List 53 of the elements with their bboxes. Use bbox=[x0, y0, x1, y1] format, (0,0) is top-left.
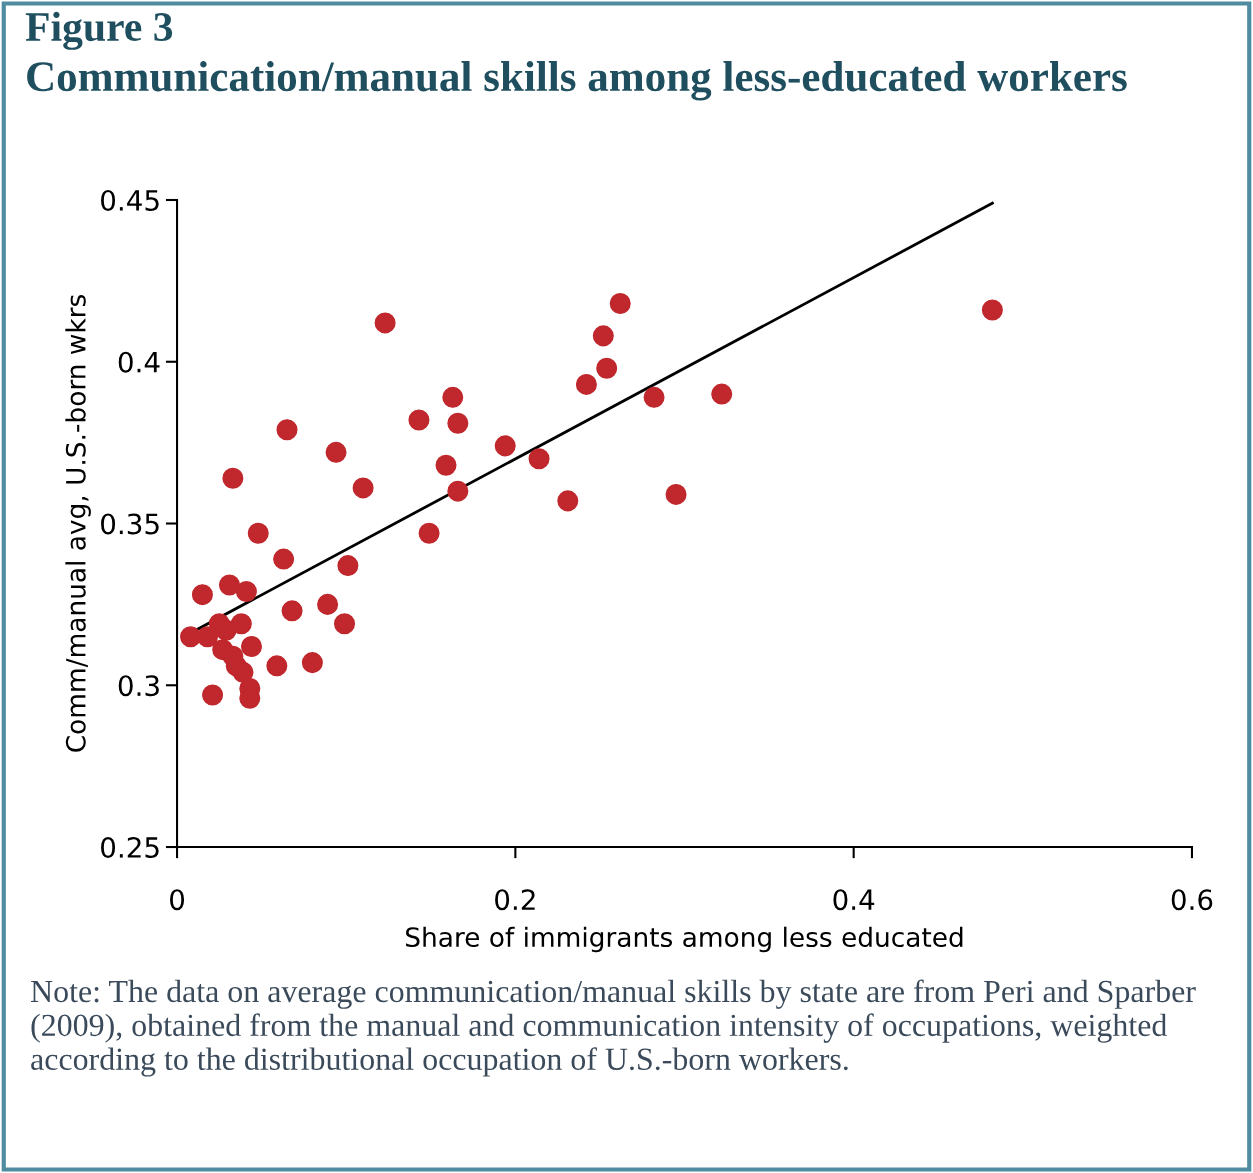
point bbox=[557, 490, 579, 512]
point bbox=[337, 555, 359, 577]
point bbox=[196, 626, 219, 648]
point bbox=[711, 383, 733, 405]
point bbox=[222, 645, 244, 667]
point bbox=[240, 635, 262, 657]
point bbox=[494, 435, 516, 457]
y-tick-label: 0.35 bbox=[101, 513, 159, 535]
point bbox=[408, 409, 430, 431]
y-tick-label: 0.45 bbox=[101, 189, 159, 211]
point bbox=[643, 386, 665, 408]
point bbox=[191, 584, 213, 606]
point bbox=[528, 448, 550, 470]
point bbox=[418, 522, 440, 544]
y-tick-label: 0.25 bbox=[101, 836, 159, 858]
x-tick-label: 0.4 bbox=[833, 889, 875, 911]
point bbox=[215, 619, 237, 641]
point bbox=[301, 652, 323, 674]
x-axis-title: Share of immigrants among less educated bbox=[406, 926, 963, 953]
point bbox=[276, 419, 298, 441]
point bbox=[247, 522, 269, 544]
point bbox=[596, 357, 618, 379]
point bbox=[447, 480, 469, 502]
text: Note: The data on average communication/manual skills by state are from Peri and Sparber (2009), obtained from the manual and communication intensity of occupations, weighted according to the distributional occupation of U.S.-born workers. bbox=[30, 979, 1196, 1077]
point bbox=[281, 600, 303, 622]
x-tick-label: 0 bbox=[170, 889, 185, 911]
point bbox=[317, 593, 339, 615]
y-axis-title: Comm/manual avg, U.S.-born wkrs bbox=[65, 294, 91, 752]
point bbox=[333, 613, 356, 635]
point bbox=[665, 483, 687, 505]
y-tick-label: 0.3 bbox=[118, 675, 159, 697]
point bbox=[442, 386, 464, 408]
point bbox=[447, 412, 469, 434]
point bbox=[202, 684, 224, 706]
x-tick-label: 0.6 bbox=[1171, 889, 1213, 911]
point bbox=[352, 477, 374, 499]
point bbox=[325, 441, 347, 463]
y-tick-label: 0.4 bbox=[118, 351, 160, 373]
point bbox=[981, 299, 1003, 321]
point bbox=[222, 467, 244, 489]
x-tick-label: 0.2 bbox=[495, 889, 535, 911]
point bbox=[180, 626, 202, 648]
point bbox=[266, 655, 288, 677]
point bbox=[609, 293, 631, 315]
point bbox=[273, 548, 295, 570]
chart-subtitle: Communication/manual skills among less-educated workers bbox=[27, 61, 1127, 101]
point bbox=[575, 373, 597, 395]
chart-title: Figure 3 bbox=[25, 11, 173, 50]
point bbox=[235, 580, 257, 602]
point bbox=[218, 574, 241, 596]
point bbox=[374, 312, 396, 334]
point bbox=[592, 325, 614, 347]
point bbox=[435, 454, 457, 476]
